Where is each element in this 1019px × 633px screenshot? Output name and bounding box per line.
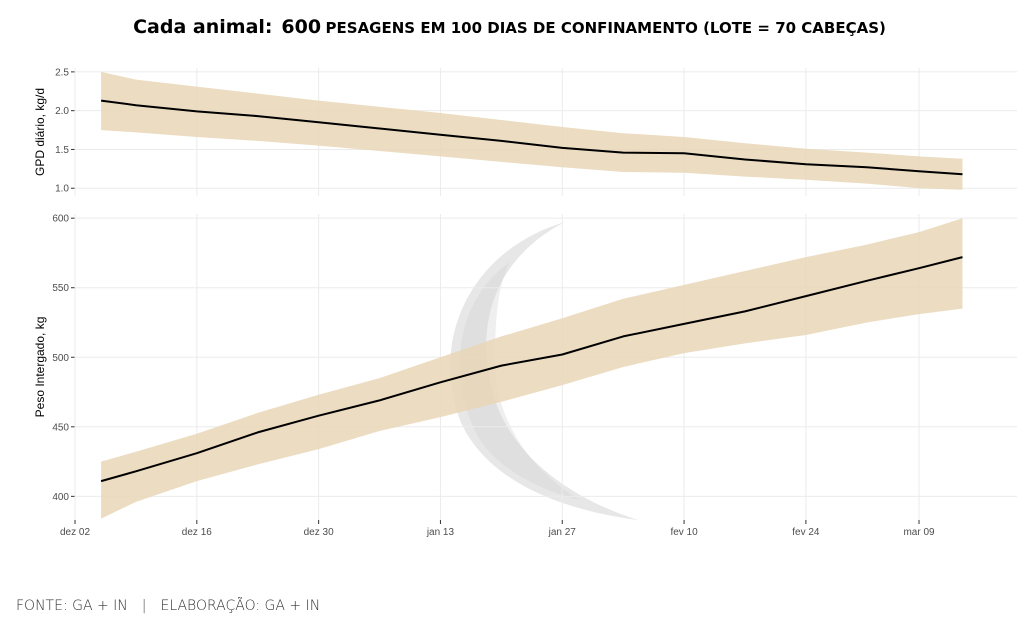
x-tick-label: dez 30 xyxy=(304,527,334,538)
y-tick-label: 550 xyxy=(52,283,69,294)
watermark-arc-inner xyxy=(459,262,580,500)
x-tick-label: fev 10 xyxy=(670,527,698,538)
panel-peso: 400 450 500 550 600 Peso Intergado, kg xyxy=(33,214,1017,520)
y-tick-label: 400 xyxy=(52,492,69,503)
x-tick-label: dez 16 xyxy=(182,527,212,538)
y-tick-label: 450 xyxy=(52,422,69,433)
footer-source: FONTE: GA + IN xyxy=(16,598,128,614)
chart-canvas: 1.0 1.5 2.0 2.5 GPD diário, kg/d 400 450 500 55… xyxy=(33,67,1017,538)
y-tick-label: 1.5 xyxy=(55,145,69,156)
footer: FONTE: GA + IN | ELABORAÇÃO: GA + IN xyxy=(16,598,320,614)
footer-separator: | xyxy=(141,598,147,614)
chart-title: Cada animal: 600 PESAGENS EM 100 DIAS DE… xyxy=(0,16,1019,38)
watermark-arc-outer xyxy=(450,222,638,520)
x-tick-label: dez 02 xyxy=(60,527,90,538)
confidence-band xyxy=(101,71,963,190)
x-tick-label: fev 24 xyxy=(792,527,820,538)
x-axis: dez 02 dez 16 dez 30 jan 13 jan 27 fev 10 fev … xyxy=(60,520,935,538)
x-tick-label: jan 13 xyxy=(426,527,455,538)
mean-line xyxy=(100,99,963,176)
footer-credit: ELABORAÇÃO: GA + IN xyxy=(160,598,321,614)
y-tick-label: 2.0 xyxy=(55,106,69,117)
x-tick-label: mar 09 xyxy=(903,527,935,538)
y-tick-label: 2.5 xyxy=(55,67,69,78)
confidence-band xyxy=(101,218,963,519)
x-tick-label: jan 27 xyxy=(548,527,577,538)
y-tick-label: 500 xyxy=(52,353,69,364)
title-lead: Cada animal: xyxy=(133,16,273,38)
y-axis-title: Peso Intergado, kg xyxy=(33,317,47,418)
y-tick-label: 1.0 xyxy=(55,184,69,195)
panel-gpd: 1.0 1.5 2.0 2.5 GPD diário, kg/d xyxy=(33,67,1017,196)
watermark-logo xyxy=(450,222,638,520)
mean-line xyxy=(100,256,963,483)
title-count: 600 xyxy=(281,16,322,38)
title-rest: PESAGENS EM 100 DIAS DE CONFINAMENTO (LO… xyxy=(325,19,886,37)
y-tick-label: 600 xyxy=(52,214,69,225)
y-axis-title: GPD diário, kg/d xyxy=(33,88,47,176)
